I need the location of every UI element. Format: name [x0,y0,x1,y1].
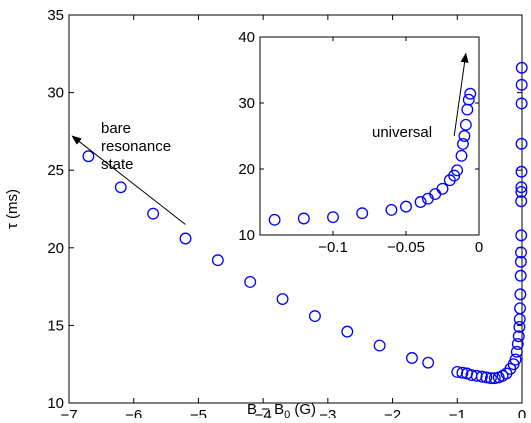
inset-annotation-arrow [453,52,469,137]
x-axis-label: B − B0 (G) [247,401,316,418]
main-data-point [341,325,354,338]
main-data-point [480,371,493,384]
x-axis-label-unit: (G) [290,401,316,418]
x-axis-label-base: B − B [247,401,284,418]
main-ytick-label: 10 [47,395,64,412]
main-data-point [514,302,527,315]
main-ytick-label: 35 [47,7,64,24]
annotation-bare-resonance-state: resonance [101,138,171,155]
main-data-point [514,255,527,268]
main-data-point [515,61,528,74]
main-data-point [515,165,528,178]
main-ytick-label: 25 [47,162,64,179]
inset-data-point [297,212,310,225]
main-xtick-label: −6 [125,407,142,418]
main-data-point [515,246,527,259]
main-xtick-label: −2 [384,407,401,418]
annotation-universal: universal [372,124,432,141]
inset-ytick-label: 20 [238,161,255,178]
inset-data-point [385,203,398,216]
inset-data-point [458,130,471,142]
main-data-point [488,372,501,385]
main-data-point [515,195,528,208]
main-data-point [147,207,160,220]
main-data-point [514,269,527,282]
main-data-point [475,370,488,383]
main-data-point [308,310,321,323]
main-data-point [276,293,289,305]
main-data-point [82,150,95,163]
main-data-point [509,353,522,366]
main-data-point [514,288,527,301]
inset-xtick-label: −0.1 [318,239,348,256]
main-annotation-arrow [71,135,186,225]
main-axes-frame [68,14,523,404]
inset-data-point [400,200,412,213]
main-data-point [515,181,528,194]
inset-data-point [414,196,427,208]
inset-ytick-label: 40 [238,29,255,46]
inset-data-point [268,213,281,226]
main-data-point [512,330,525,343]
inset-data-point [356,207,369,220]
inset-data-point [455,149,468,162]
main-data-point [513,313,526,326]
main-data-point [422,356,435,369]
x-axis-label-subscript: 0 [284,409,290,418]
inset-data-point [327,211,339,224]
inset-data-point [459,118,472,131]
main-ytick-label: 15 [47,317,64,334]
inset-xtick-label: −0.05 [387,239,425,256]
annotation-bare-resonance-state: state [101,156,134,173]
main-data-point [406,352,418,364]
main-data-point [211,254,224,267]
main-data-point [456,366,469,379]
main-data-point [515,97,528,110]
main-data-point [511,338,524,350]
main-data-point [513,321,526,333]
main-ytick-label: 30 [47,85,64,102]
main-data-point [484,372,497,385]
main-data-point [515,137,528,150]
main-data-point [515,185,528,198]
inset-axes-frame [259,36,480,236]
main-ytick-label: 20 [47,240,64,257]
annotation-bare-resonance-state: bare [101,120,131,137]
inset-data-point [464,87,477,100]
inset-data-point [451,164,464,177]
main-data-point [510,345,523,358]
main-data-point [373,339,386,352]
main-xtick-label: −5 [190,407,207,418]
inset-data-point [462,93,475,106]
main-xtick-label: −1 [449,407,466,418]
main-data-point [114,181,127,194]
main-data-point [244,275,257,288]
inset-data-point [436,182,449,195]
y-axis-label: τ (ms) [4,189,21,229]
main-xtick-label: 0 [518,407,526,418]
main-data-point [515,78,528,91]
inset-data-point [456,137,469,150]
inset-ytick-label: 10 [238,227,255,244]
inset-ytick-label: 30 [238,95,255,112]
inset-background [260,37,479,235]
main-data-point [515,229,528,242]
inset-plot: −0.1 −0.05 0 10 20 30 40 universal [238,29,483,256]
main-data-point [179,232,192,245]
main-xtick-label: −3 [319,407,336,418]
inset-xtick-label: 0 [475,239,483,256]
